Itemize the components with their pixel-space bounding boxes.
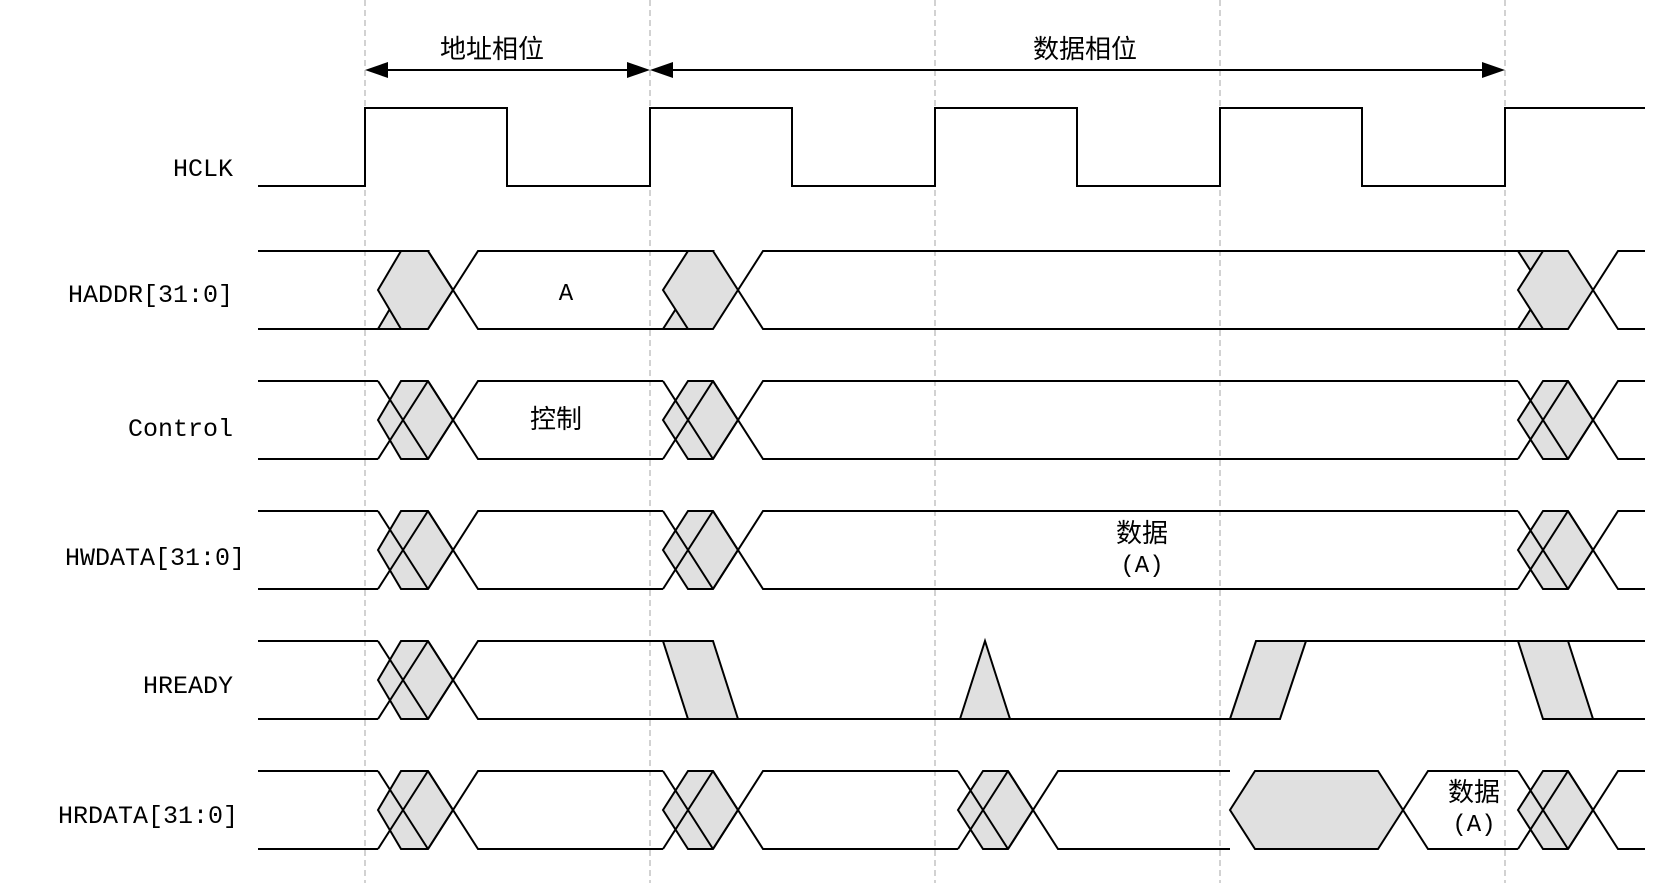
hwdata-value-line1: 数据 bbox=[1116, 519, 1168, 549]
hclk-waveform bbox=[258, 107, 1645, 187]
signal-label-hready: HREADY bbox=[143, 672, 233, 701]
signal-label-control: Control bbox=[128, 415, 233, 444]
data-phase-label: 数据相位 bbox=[1033, 35, 1137, 65]
hrdata-value-line2: (A) bbox=[1452, 812, 1495, 839]
data-phase-arrow bbox=[650, 62, 1505, 78]
address-phase-arrow bbox=[365, 62, 650, 78]
haddr-value: A bbox=[559, 281, 574, 308]
address-phase-label: 地址相位 bbox=[440, 35, 544, 65]
hwdata-value-line2: (A) bbox=[1120, 553, 1163, 580]
signal-label-haddr: HADDR[31:0] bbox=[68, 281, 233, 310]
signal-label-hwdata: HWDATA[31:0] bbox=[65, 544, 245, 573]
clock-edge-guides bbox=[364, 0, 1506, 883]
signal-label-hrdata: HRDATA[31:0] bbox=[58, 802, 238, 831]
control-bus bbox=[258, 380, 1645, 460]
hrdata-bus bbox=[258, 770, 1645, 850]
signal-label-hclk: HCLK bbox=[173, 155, 233, 184]
control-value: 控制 bbox=[530, 405, 582, 435]
hready-waveform bbox=[258, 637, 1645, 720]
hwdata-bus bbox=[258, 510, 1645, 590]
hrdata-value-line1: 数据 bbox=[1448, 778, 1500, 808]
haddr-bus bbox=[258, 250, 1645, 330]
